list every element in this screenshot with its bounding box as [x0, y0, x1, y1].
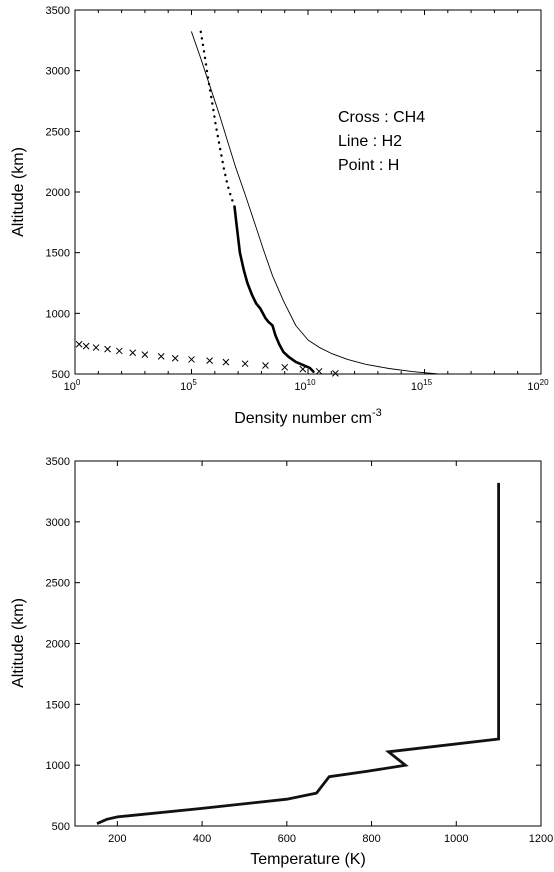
ch4-point	[92, 344, 100, 351]
legend-entry-ch4: Cross : CH4	[338, 109, 425, 126]
temperature-x-ticks: 200 400 600 800 1000 1200	[108, 461, 553, 845]
density-x-ticks: 100 105 1010 1015 1020	[64, 10, 549, 393]
density-x-tick-label: 1020	[527, 378, 549, 393]
density-y-tick-label: 3000	[46, 66, 70, 78]
legend: Cross : CH4 Line : H2 Point : H	[338, 109, 425, 174]
density-series	[75, 30, 439, 377]
temperature-x-axis-label: Temperature (K)	[250, 851, 366, 868]
temperature-series	[96, 482, 501, 825]
density-y-tick-label: 1000	[46, 308, 70, 320]
temperature-x-tick-label: 1200	[529, 833, 553, 845]
density-y-ticks: 500 1000 1500 2000 2500 3000 3500	[46, 5, 541, 381]
temperature-y-axis-label: Altitude (km)	[10, 598, 27, 688]
temperature-x-tick-label: 600	[278, 833, 296, 845]
density-x-tick-label: 1010	[294, 378, 316, 393]
ch4-point	[315, 367, 323, 375]
ch4-point	[141, 351, 149, 358]
temperature-y-tick-label: 2500	[46, 578, 70, 590]
h2-series-line	[191, 31, 439, 375]
ch4-point	[332, 370, 339, 377]
temperature-x-tick-label: 200	[108, 833, 126, 845]
ch4-point	[104, 345, 111, 353]
density-y-tick-label: 2000	[46, 187, 70, 199]
density-x-tick-label: 1015	[411, 378, 433, 393]
density-y-axis-label: Altitude (km)	[10, 147, 27, 237]
temperature-y-tick-label: 1500	[46, 699, 70, 711]
legend-entry-h2: Line : H2	[338, 133, 402, 150]
ch4-point	[115, 347, 123, 355]
density-x-axis-label: Density number cm-3	[234, 407, 382, 427]
temperature-y-ticks: 500 1000 1500 2000 2500 3000 3500	[46, 456, 541, 833]
ch4-point	[171, 354, 179, 362]
temperature-chart: 200 400 600 800 1000 1200 500 1000 1500 2000 2500…	[10, 456, 553, 868]
temperature-x-tick-label: 800	[362, 833, 380, 845]
temperature-y-tick-label: 2000	[46, 639, 70, 651]
temperature-x-tick-label: 400	[193, 833, 211, 845]
temperature-y-tick-label: 3500	[46, 456, 70, 468]
ch4-point	[206, 357, 213, 365]
ch4-point	[241, 360, 249, 368]
ch4-point	[222, 358, 230, 366]
density-x-tick-label: 105	[180, 378, 197, 393]
ch4-point	[281, 363, 289, 371]
temperature-plot-frame	[74, 460, 542, 827]
ch4-point	[82, 342, 90, 350]
legend-entry-h: Point : H	[338, 157, 399, 174]
ch4-point	[262, 362, 269, 369]
temperature-y-tick-label: 3000	[46, 517, 70, 529]
density-chart: 100 105 1010 1015 1020 500 1000 1500 2000 2500 30…	[10, 5, 549, 427]
density-plot-frame	[74, 9, 542, 375]
density-y-tick-label: 3500	[46, 5, 70, 17]
temperature-y-tick-label: 1000	[46, 760, 70, 772]
ch4-point	[188, 356, 195, 363]
temperature-x-tick-label: 1000	[444, 833, 468, 845]
density-x-tick-label: 100	[64, 378, 81, 393]
temperature-y-tick-label: 500	[52, 821, 70, 833]
density-y-tick-label: 1500	[46, 248, 70, 260]
density-y-tick-label: 500	[52, 369, 70, 381]
temperature-profile-line	[96, 482, 501, 825]
ch4-point	[157, 353, 165, 360]
density-y-tick-label: 2500	[46, 126, 70, 138]
ch4-point	[129, 349, 137, 357]
h-series-line	[233, 205, 315, 373]
ch4-point	[75, 340, 83, 348]
h-series-dotted	[199, 30, 235, 206]
